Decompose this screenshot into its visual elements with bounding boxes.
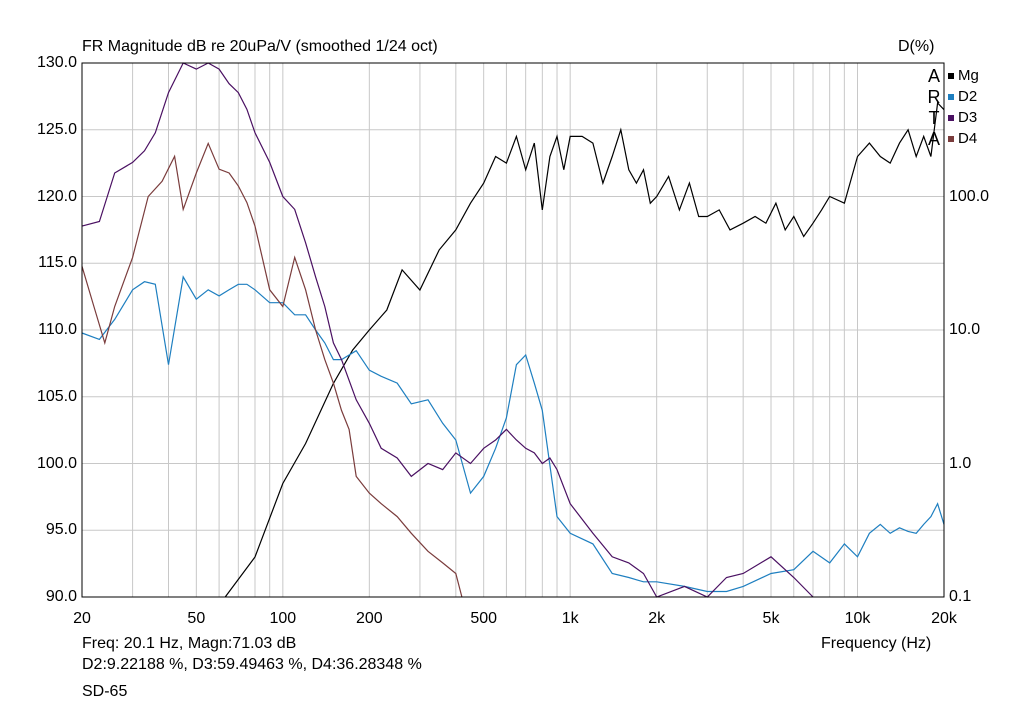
y2-tick-label: 10.0	[949, 321, 981, 338]
arta-logo: A R T A	[924, 66, 944, 150]
y2-tick-label: 0.1	[949, 588, 972, 605]
x-tick-label: 2k	[648, 610, 666, 627]
series-line-d4	[81, 141, 463, 598]
legend-item-d3: D3	[948, 107, 979, 128]
y-tick-label: 130.0	[36, 54, 77, 71]
x-axis-title: Frequency (Hz)	[821, 635, 932, 652]
x-tick-label: 20k	[931, 610, 957, 627]
legend-swatch	[948, 93, 954, 100]
x-tick-label: 100	[269, 610, 297, 627]
cursor-readout-line1: Freq: 20.1 Hz, Magn:71.03 dB	[82, 635, 297, 652]
logo-letter: R	[927, 87, 941, 107]
series-line-d2	[81, 275, 945, 593]
series-line-mg	[224, 101, 945, 598]
y2-tick-label: 100.0	[949, 187, 990, 205]
x-tick-label: 20	[73, 610, 91, 627]
legend-item-d2: D2	[948, 86, 979, 107]
cursor-readout-line2: D2:9.22188 %, D3:59.49463 %, D4:36.28348…	[82, 656, 422, 673]
legend-label: Mg	[958, 67, 979, 84]
legend-item-d4: D4	[948, 128, 979, 149]
legend-swatch	[948, 114, 954, 121]
logo-letter: A	[927, 66, 940, 86]
right-axis-title: D(%)	[898, 38, 935, 55]
logo-letter: A	[927, 129, 940, 149]
legend-label: D3	[958, 109, 978, 126]
legend-label: D2	[958, 88, 978, 105]
chart-title: FR Magnitude dB re 20uPa/V (smoothed 1/2…	[82, 38, 438, 55]
series-layer	[81, 62, 945, 598]
y-tick-label: 105.0	[36, 387, 77, 405]
y-tick-label: 100.0	[36, 454, 77, 472]
device-label: SD-65	[82, 683, 128, 700]
legend-label: D4	[958, 130, 978, 147]
y-tick-label: 120.0	[36, 187, 77, 205]
x-tick-label: 500	[470, 610, 498, 627]
y2-tick-label: 1.0	[949, 454, 972, 472]
x-tick-label: 200	[355, 610, 383, 627]
plot-frame	[81, 62, 945, 598]
x-tick-label: 1k	[561, 610, 579, 627]
legend-swatch	[948, 135, 954, 142]
chart-grid	[82, 63, 944, 597]
y-tick-label: 125.0	[36, 120, 77, 138]
y-tick-label: 90.0	[45, 588, 77, 605]
legend-item-mg: Mg	[948, 65, 979, 86]
chart-legend: Mg D2 D3 D4	[948, 65, 979, 149]
legend-swatch	[948, 72, 954, 79]
x-tick-label: 50	[187, 610, 206, 627]
series-line-d3	[81, 62, 814, 598]
logo-letter: T	[928, 108, 940, 128]
x-tick-label: 10k	[844, 610, 871, 627]
y-tick-label: 110.0	[38, 321, 77, 338]
y-tick-label: 95.0	[45, 521, 77, 539]
y-tick-label: 115.0	[38, 254, 77, 272]
x-tick-label: 5k	[762, 610, 780, 627]
